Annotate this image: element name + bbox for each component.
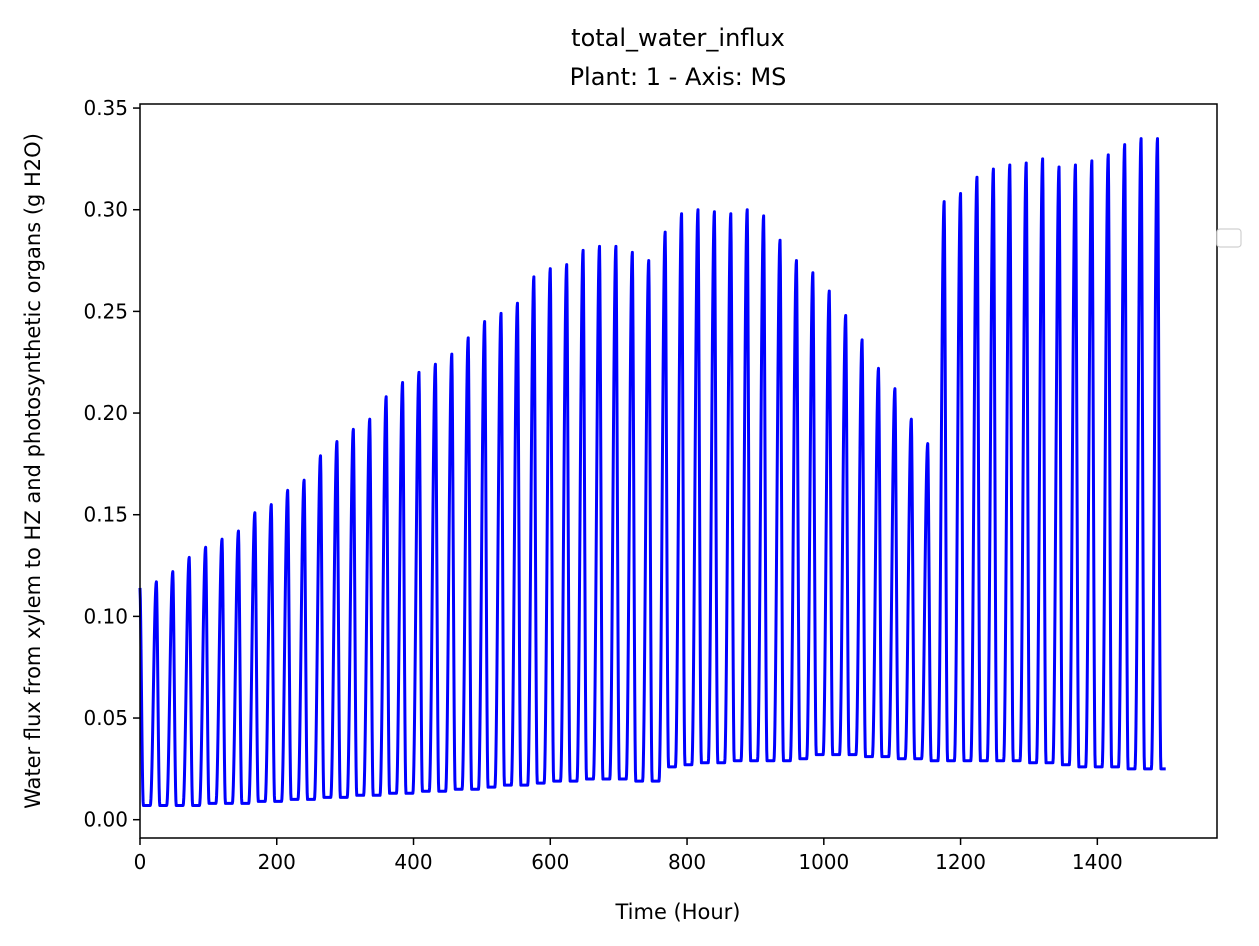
x-tick-label: 400 bbox=[394, 850, 432, 874]
y-tick-label: 0.00 bbox=[83, 808, 128, 832]
x-axis: 0 200 400 600 800 1000 1200 1400 bbox=[134, 838, 1123, 874]
y-tick-label: 0.05 bbox=[83, 706, 128, 730]
x-tick-label: 1000 bbox=[798, 850, 849, 874]
plot-area bbox=[138, 137, 1166, 807]
x-tick-label: 0 bbox=[134, 850, 147, 874]
plot-frame bbox=[139, 103, 1218, 839]
series-line bbox=[138, 137, 1166, 807]
y-tick-label: 0.30 bbox=[83, 198, 128, 222]
legend-box bbox=[1216, 228, 1242, 248]
y-tick-label: 0.10 bbox=[83, 604, 128, 628]
y-axis-label: Water flux from xylem to HZ and photosyn… bbox=[21, 133, 45, 809]
x-tick-label: 600 bbox=[531, 850, 569, 874]
y-tick-label: 0.35 bbox=[83, 96, 128, 120]
x-axis-label: Time (Hour) bbox=[614, 900, 740, 924]
chart-subtitle: Plant: 1 - Axis: MS bbox=[570, 63, 787, 91]
x-tick-label: 800 bbox=[668, 850, 706, 874]
y-tick-label: 0.15 bbox=[83, 503, 128, 527]
y-tick-label: 0.20 bbox=[83, 401, 128, 425]
chart-title: total_water_influx bbox=[571, 24, 785, 52]
y-tick-label: 0.25 bbox=[83, 299, 128, 323]
x-tick-label: 1200 bbox=[935, 850, 986, 874]
y-axis: 0.00 0.05 0.10 0.15 0.20 0.25 0.30 0.35 bbox=[83, 96, 140, 832]
x-tick-label: 1400 bbox=[1072, 850, 1123, 874]
x-tick-label: 200 bbox=[258, 850, 296, 874]
